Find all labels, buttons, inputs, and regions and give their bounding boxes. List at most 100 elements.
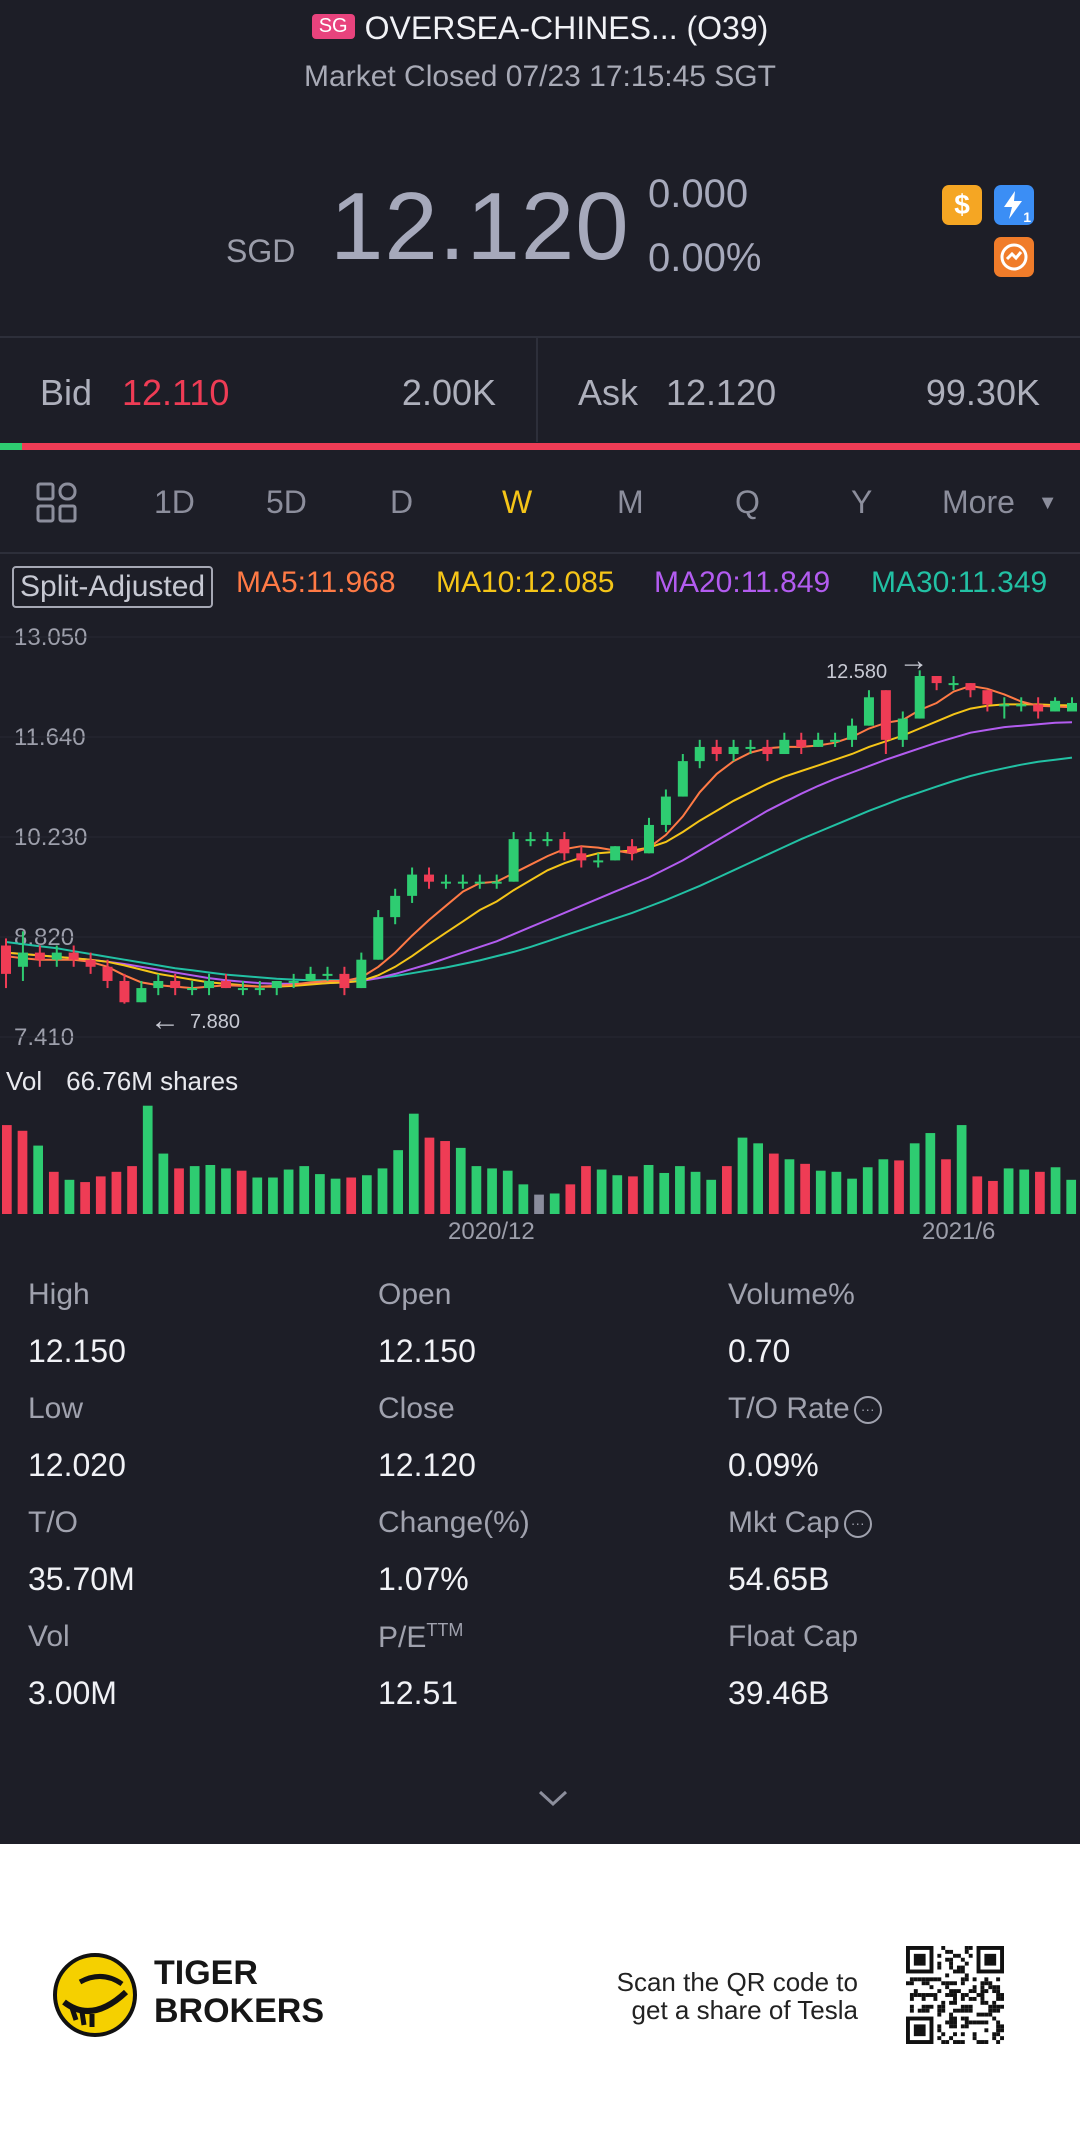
candle (271, 980, 282, 996)
candle (356, 952, 367, 989)
qr-module (960, 2040, 965, 2044)
stat-value-to: 35.70M (28, 1561, 135, 1597)
qr-module (949, 1961, 954, 1966)
qr-module (953, 2032, 957, 2037)
qr-module (964, 1949, 969, 1954)
tabs-divider (0, 552, 1080, 554)
volume-title: Vol (6, 1066, 43, 1096)
qr-module (960, 1996, 965, 2001)
qr-module (921, 2004, 926, 2009)
candle-body (305, 973, 316, 981)
qr-module (984, 1977, 989, 1982)
tab-y[interactable]: Y (851, 484, 873, 520)
layout-grid-icon[interactable] (36, 482, 78, 529)
volume-bar (1003, 1168, 1014, 1214)
promo-footer (0, 1844, 1080, 2146)
lightning-icon[interactable]: 1 (994, 185, 1034, 225)
candle (677, 754, 688, 797)
qr-module (964, 1973, 969, 1978)
qr-module (968, 1953, 973, 1958)
qr-module (917, 1977, 922, 1982)
chevron-glyph (538, 1790, 568, 1807)
qr-module (996, 2040, 1001, 2044)
qr-module (929, 1985, 934, 1990)
qr-module (921, 2008, 926, 2013)
volume-bar (455, 1147, 466, 1214)
candle (779, 732, 790, 755)
ask-size: 99.30K (925, 372, 1040, 413)
qr-module (937, 2008, 942, 2013)
volume-bar (722, 1166, 732, 1214)
candle-body (880, 690, 891, 740)
volume-bar (675, 1166, 685, 1214)
stat-label-pe: P/ETTM (378, 1620, 463, 1655)
qr-module (953, 1981, 957, 1986)
qr-module (917, 2008, 922, 2013)
stat-label-to-rate: T/O Rate ··· (728, 1392, 882, 1426)
qr-module (996, 2032, 1001, 2037)
x-tick: 2021/6 (922, 1218, 996, 1245)
candle-body (204, 980, 215, 989)
qr-module (937, 1989, 942, 1994)
ma30-line (5, 756, 1073, 982)
qr-module (960, 1993, 965, 1997)
tab-q[interactable]: Q (735, 484, 760, 520)
candle-body (17, 952, 28, 967)
volume-bar (64, 1179, 75, 1214)
qr-module (972, 2032, 977, 2037)
expand-chevron-icon[interactable] (536, 1788, 570, 1813)
volume-bar (565, 1184, 576, 1214)
tab-d[interactable]: D (390, 484, 414, 520)
qr-module (933, 1977, 938, 1982)
tab-more-label: More (942, 484, 1015, 520)
info-icon[interactable]: ··· (853, 1396, 882, 1425)
candle-body (237, 988, 248, 991)
volume-bar (800, 1163, 810, 1214)
volume-bar (315, 1174, 325, 1214)
volume-bar (502, 1170, 513, 1214)
candle-body (136, 988, 147, 1003)
qr-module (968, 1996, 973, 2001)
qr-module (953, 2016, 957, 2021)
arrow-left-icon: ← (150, 1004, 180, 1037)
qr-module (906, 1981, 910, 1986)
tab-w[interactable]: W (502, 484, 533, 520)
stat-label-change-pct: Change(%) (378, 1506, 530, 1539)
tab-1d[interactable]: 1D (154, 484, 195, 520)
tab-m[interactable]: M (617, 484, 644, 520)
qr-module (913, 1993, 918, 1997)
candle-body (694, 746, 705, 762)
qr-module (996, 1977, 1001, 1982)
qr-module (980, 1989, 985, 1994)
volume-bar (158, 1153, 169, 1214)
trade-icon[interactable] (994, 237, 1034, 277)
candle (508, 832, 519, 882)
bid-size: 2.00K (401, 372, 496, 413)
dollar-icon[interactable]: $ (942, 185, 982, 225)
low-value: 7.880 (190, 1011, 241, 1033)
stat-value-volume-pct: 0.70 (728, 1333, 791, 1369)
candle-body (187, 988, 198, 991)
qr-code[interactable] (906, 1946, 1004, 2044)
tab-more[interactable]: More ▼ (942, 484, 1058, 521)
qr-module (956, 1965, 961, 1970)
qr-module (988, 2004, 993, 2009)
candle (136, 980, 147, 1003)
qr-module (909, 2004, 914, 2009)
tab-5d[interactable]: 5D (266, 484, 307, 520)
candle (745, 739, 756, 755)
qr-module (949, 1957, 954, 1962)
qr-module (949, 2020, 954, 2025)
qr-module (921, 1981, 926, 1986)
candle-body (677, 761, 688, 797)
candle-body (119, 980, 130, 1003)
volume-bar (831, 1171, 842, 1214)
split-adjusted-toggle[interactable]: Split-Adjusted (12, 566, 214, 608)
info-icon[interactable]: ··· (843, 1510, 872, 1539)
qr-module (980, 1996, 985, 2001)
qr-module (968, 1989, 973, 1994)
qr-module (964, 1977, 969, 1982)
candlestick-chart[interactable] (0, 600, 1080, 1600)
candle (627, 839, 638, 861)
stat-value-to-rate: 0.09% (728, 1447, 819, 1483)
